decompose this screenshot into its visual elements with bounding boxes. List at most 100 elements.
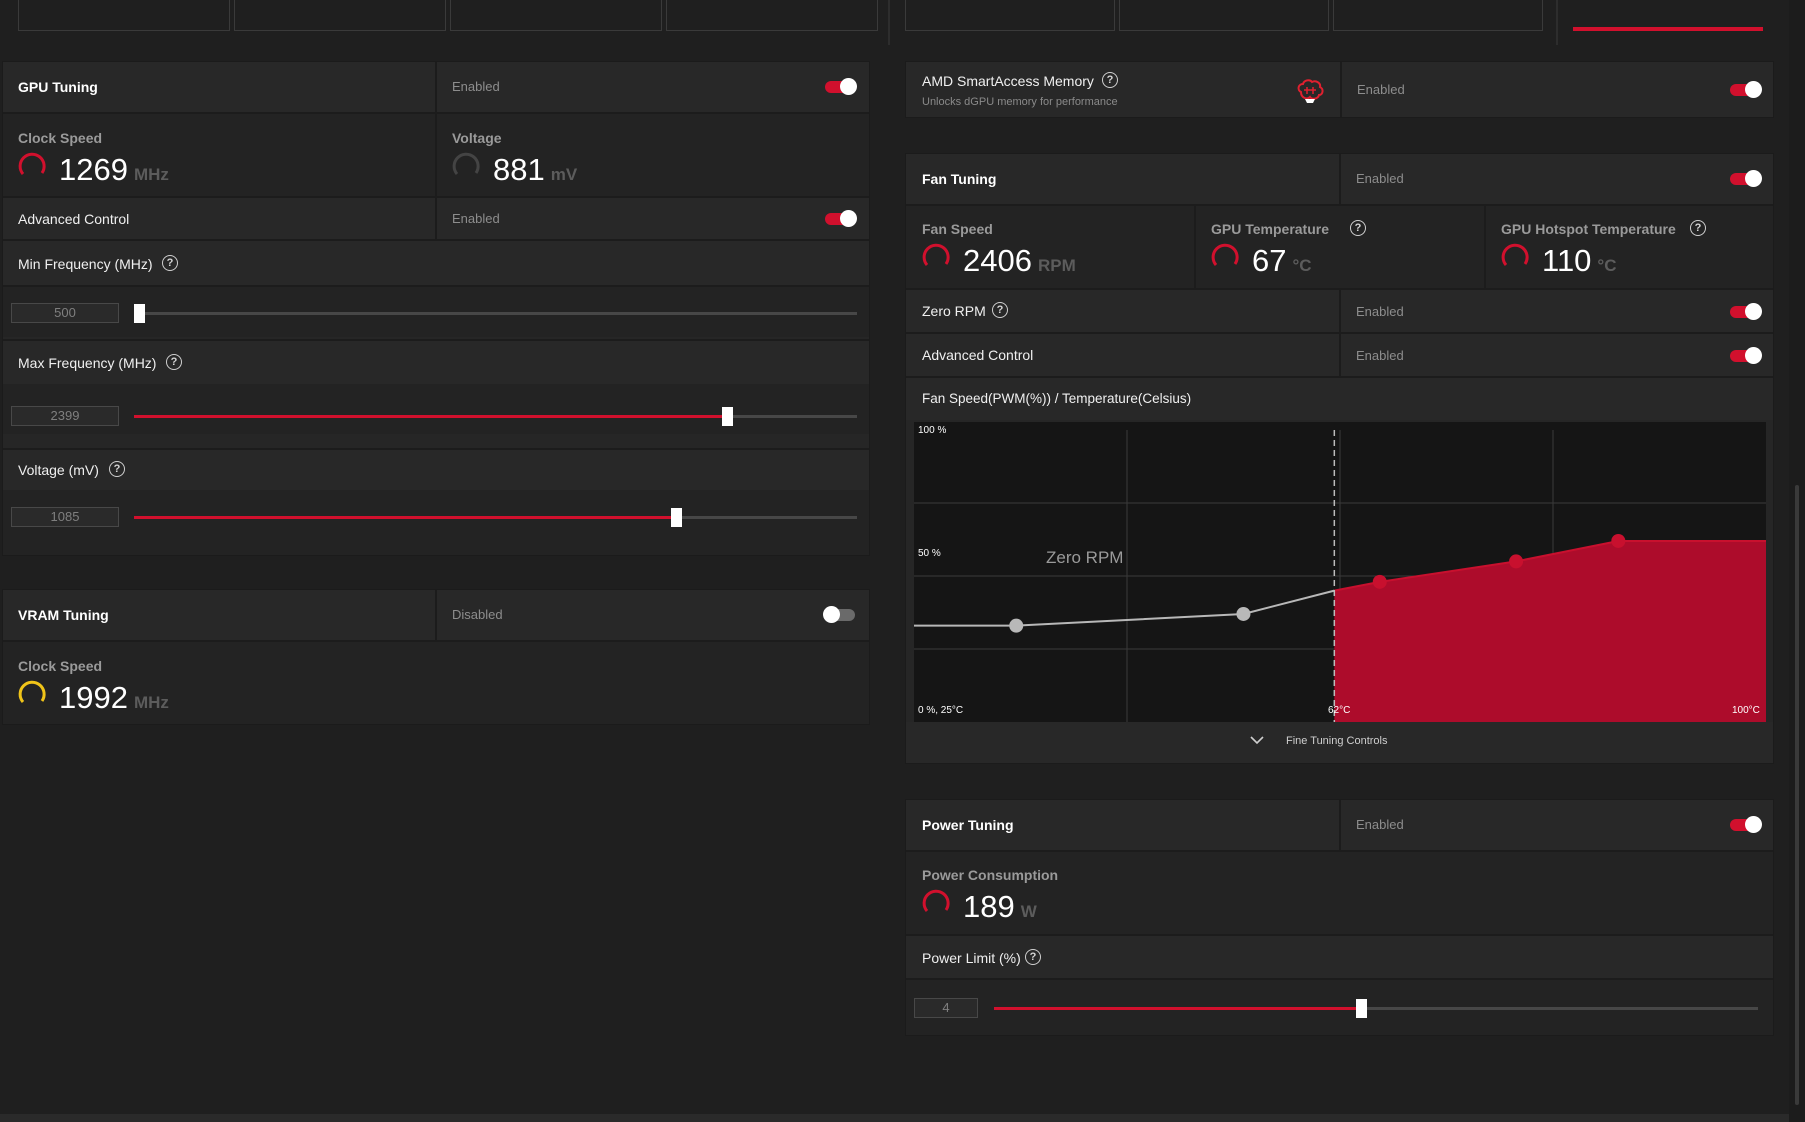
min-frequency-input[interactable]: 500	[11, 303, 119, 323]
fan-curve-chart[interactable]: 100 % 50 % 0 %, 25°C 62°C 100°C Zero RPM	[914, 422, 1766, 722]
fan-advanced-control-cell: Enabled	[1339, 334, 1773, 376]
zero-rpm-label: Zero RPM	[922, 303, 986, 319]
vram-clock-readout: 1992 MHz	[59, 680, 169, 716]
tab-box[interactable]	[18, 0, 230, 31]
gpu-temp-help-icon[interactable]: ?	[1350, 220, 1366, 236]
fan-speed-readout: 2406 RPM	[963, 243, 1076, 279]
power-consumption-unit: W	[1020, 902, 1037, 921]
gpu-temp-label: GPU Temperature	[1211, 221, 1329, 237]
clock-speed-gauge-icon	[18, 152, 46, 175]
voltage-unit: mV	[550, 165, 578, 184]
fan-speed-value: 2406	[963, 243, 1032, 278]
fan-tuning-toggle[interactable]	[1730, 170, 1762, 187]
voltage-mv-input[interactable]: 1085	[11, 507, 119, 527]
slider-fill	[994, 1007, 1361, 1010]
tab-strip-divider	[888, 0, 890, 45]
fan-advanced-control-status: Enabled	[1356, 348, 1404, 363]
min-frequency-row: Min Frequency (MHz) ?	[3, 241, 869, 287]
gpu-advanced-control-cell: Enabled	[435, 198, 869, 239]
fan-advanced-control-label: Advanced Control	[922, 347, 1034, 363]
max-frequency-slider[interactable]	[134, 407, 857, 426]
zero-rpm-help-icon[interactable]: ?	[992, 302, 1008, 318]
smart-access-status: Enabled	[1357, 82, 1405, 97]
power-header-divider: Enabled	[1339, 800, 1773, 850]
fan-speed-label: Fan Speed	[922, 221, 993, 237]
gpu-temp-cell: GPU Temperature ? 67 °C	[1194, 206, 1484, 288]
vram-tuning-toggle[interactable]	[823, 606, 855, 623]
max-frequency-help-icon[interactable]: ?	[166, 354, 182, 370]
tab-box[interactable]	[1119, 0, 1329, 31]
slider-thumb[interactable]	[134, 304, 145, 323]
power-limit-input[interactable]: 4	[914, 998, 978, 1018]
power-tuning-header: Power Tuning Enabled	[906, 800, 1773, 852]
power-tuning-panel: Power Tuning Enabled Power Consumption 1…	[906, 800, 1773, 1035]
x-tick-end: 100°C	[1732, 705, 1760, 716]
tab-box[interactable]	[234, 0, 446, 31]
slider-fill	[134, 516, 677, 519]
toggle-knob	[1745, 170, 1762, 187]
fan-curve-title: Fan Speed(PWM(%)) / Temperature(Celsius)	[922, 391, 1192, 406]
max-frequency-row: Max Frequency (MHz) ?	[3, 339, 869, 386]
smart-access-status-cell: Enabled	[1340, 62, 1773, 117]
smart-access-title: AMD SmartAccess Memory	[922, 73, 1094, 89]
voltage-mv-help-icon[interactable]: ?	[109, 461, 125, 477]
min-frequency-help-icon[interactable]: ?	[162, 255, 178, 271]
fine-tuning-row[interactable]: Fine Tuning Controls	[906, 722, 1773, 763]
tab-box[interactable]	[1333, 0, 1543, 31]
hotspot-temp-cell: GPU Hotspot Temperature ? 110 °C	[1484, 206, 1773, 288]
smart-access-toggle[interactable]	[1730, 81, 1762, 98]
tab-box[interactable]	[905, 0, 1115, 31]
curve-point-active	[1611, 533, 1626, 548]
clock-speed-readout: 1269 MHz	[59, 152, 169, 188]
power-consumption-label: Power Consumption	[922, 867, 1059, 883]
gpu-temp-readout: 67 °C	[1252, 243, 1312, 279]
slider-thumb[interactable]	[671, 508, 683, 527]
power-metrics-row: Power Consumption 189 W	[906, 852, 1773, 936]
clock-speed-label: Clock Speed	[18, 130, 103, 146]
fan-advanced-control-toggle[interactable]	[1730, 347, 1762, 364]
vram-tuning-header: VRAM Tuning Disabled	[3, 590, 869, 642]
toggle-knob	[1745, 816, 1762, 833]
slider-thumb[interactable]	[721, 407, 733, 426]
hotspot-temp-help-icon[interactable]: ?	[1690, 220, 1706, 236]
power-tuning-toggle[interactable]	[1730, 816, 1762, 833]
power-limit-slider[interactable]	[994, 999, 1758, 1018]
curve-point-active	[1509, 554, 1524, 569]
tab-strip-divider	[1556, 0, 1558, 45]
vram-tuning-panel: VRAM Tuning Disabled Clock Speed 1992 MHz	[3, 590, 869, 724]
origin-tick: 0 %, 25°C	[918, 705, 964, 716]
slider-thumb[interactable]	[1355, 999, 1367, 1018]
clock-speed-unit: MHz	[133, 165, 169, 184]
gpu-temp-value: 67	[1252, 243, 1287, 278]
bottom-edge	[0, 1114, 1789, 1122]
gpu-tuning-toggle[interactable]	[825, 78, 857, 95]
gpu-temp-unit: °C	[1292, 256, 1312, 275]
gpu-advanced-control-toggle[interactable]	[825, 210, 857, 227]
power-limit-label: Power Limit (%)	[922, 950, 1021, 966]
max-frequency-input[interactable]: 2399	[11, 406, 119, 426]
fan-tuning-title: Fan Tuning	[922, 171, 997, 187]
power-limit-help-icon[interactable]: ?	[1025, 949, 1041, 965]
power-tuning-status: Enabled	[1356, 817, 1404, 832]
power-gauge-icon	[922, 889, 950, 912]
min-frequency-label: Min Frequency (MHz)	[18, 256, 153, 272]
scrollbar-thumb[interactable]	[1795, 485, 1799, 1105]
fan-curve-svg[interactable]	[914, 422, 1766, 722]
scrollbar-track[interactable]	[1789, 0, 1805, 1122]
hotspot-temp-label: GPU Hotspot Temperature	[1501, 221, 1676, 237]
tab-box[interactable]	[450, 0, 662, 31]
fine-tuning-label[interactable]: Fine Tuning Controls	[1286, 735, 1388, 747]
smart-access-panel: AMD SmartAccess Memory ? Unlocks dGPU me…	[906, 62, 1773, 117]
min-frequency-slider[interactable]	[134, 304, 857, 323]
power-consumption-value: 189	[963, 889, 1015, 924]
zero-rpm-toggle[interactable]	[1730, 303, 1762, 320]
inactive-curve-line	[914, 589, 1335, 627]
smart-access-help-icon[interactable]: ?	[1102, 72, 1118, 88]
zero-rpm-row: Zero RPM ? Enabled	[906, 290, 1773, 334]
voltage-readout: 881 mV	[493, 152, 577, 188]
min-frequency-slider-row: 500	[3, 287, 869, 337]
smart-access-subtitle: Unlocks dGPU memory for performance	[922, 96, 1118, 108]
voltage-mv-slider[interactable]	[134, 508, 857, 527]
gpu-tuning-header: GPU Tuning Enabled	[3, 62, 869, 114]
tab-box[interactable]	[666, 0, 878, 31]
